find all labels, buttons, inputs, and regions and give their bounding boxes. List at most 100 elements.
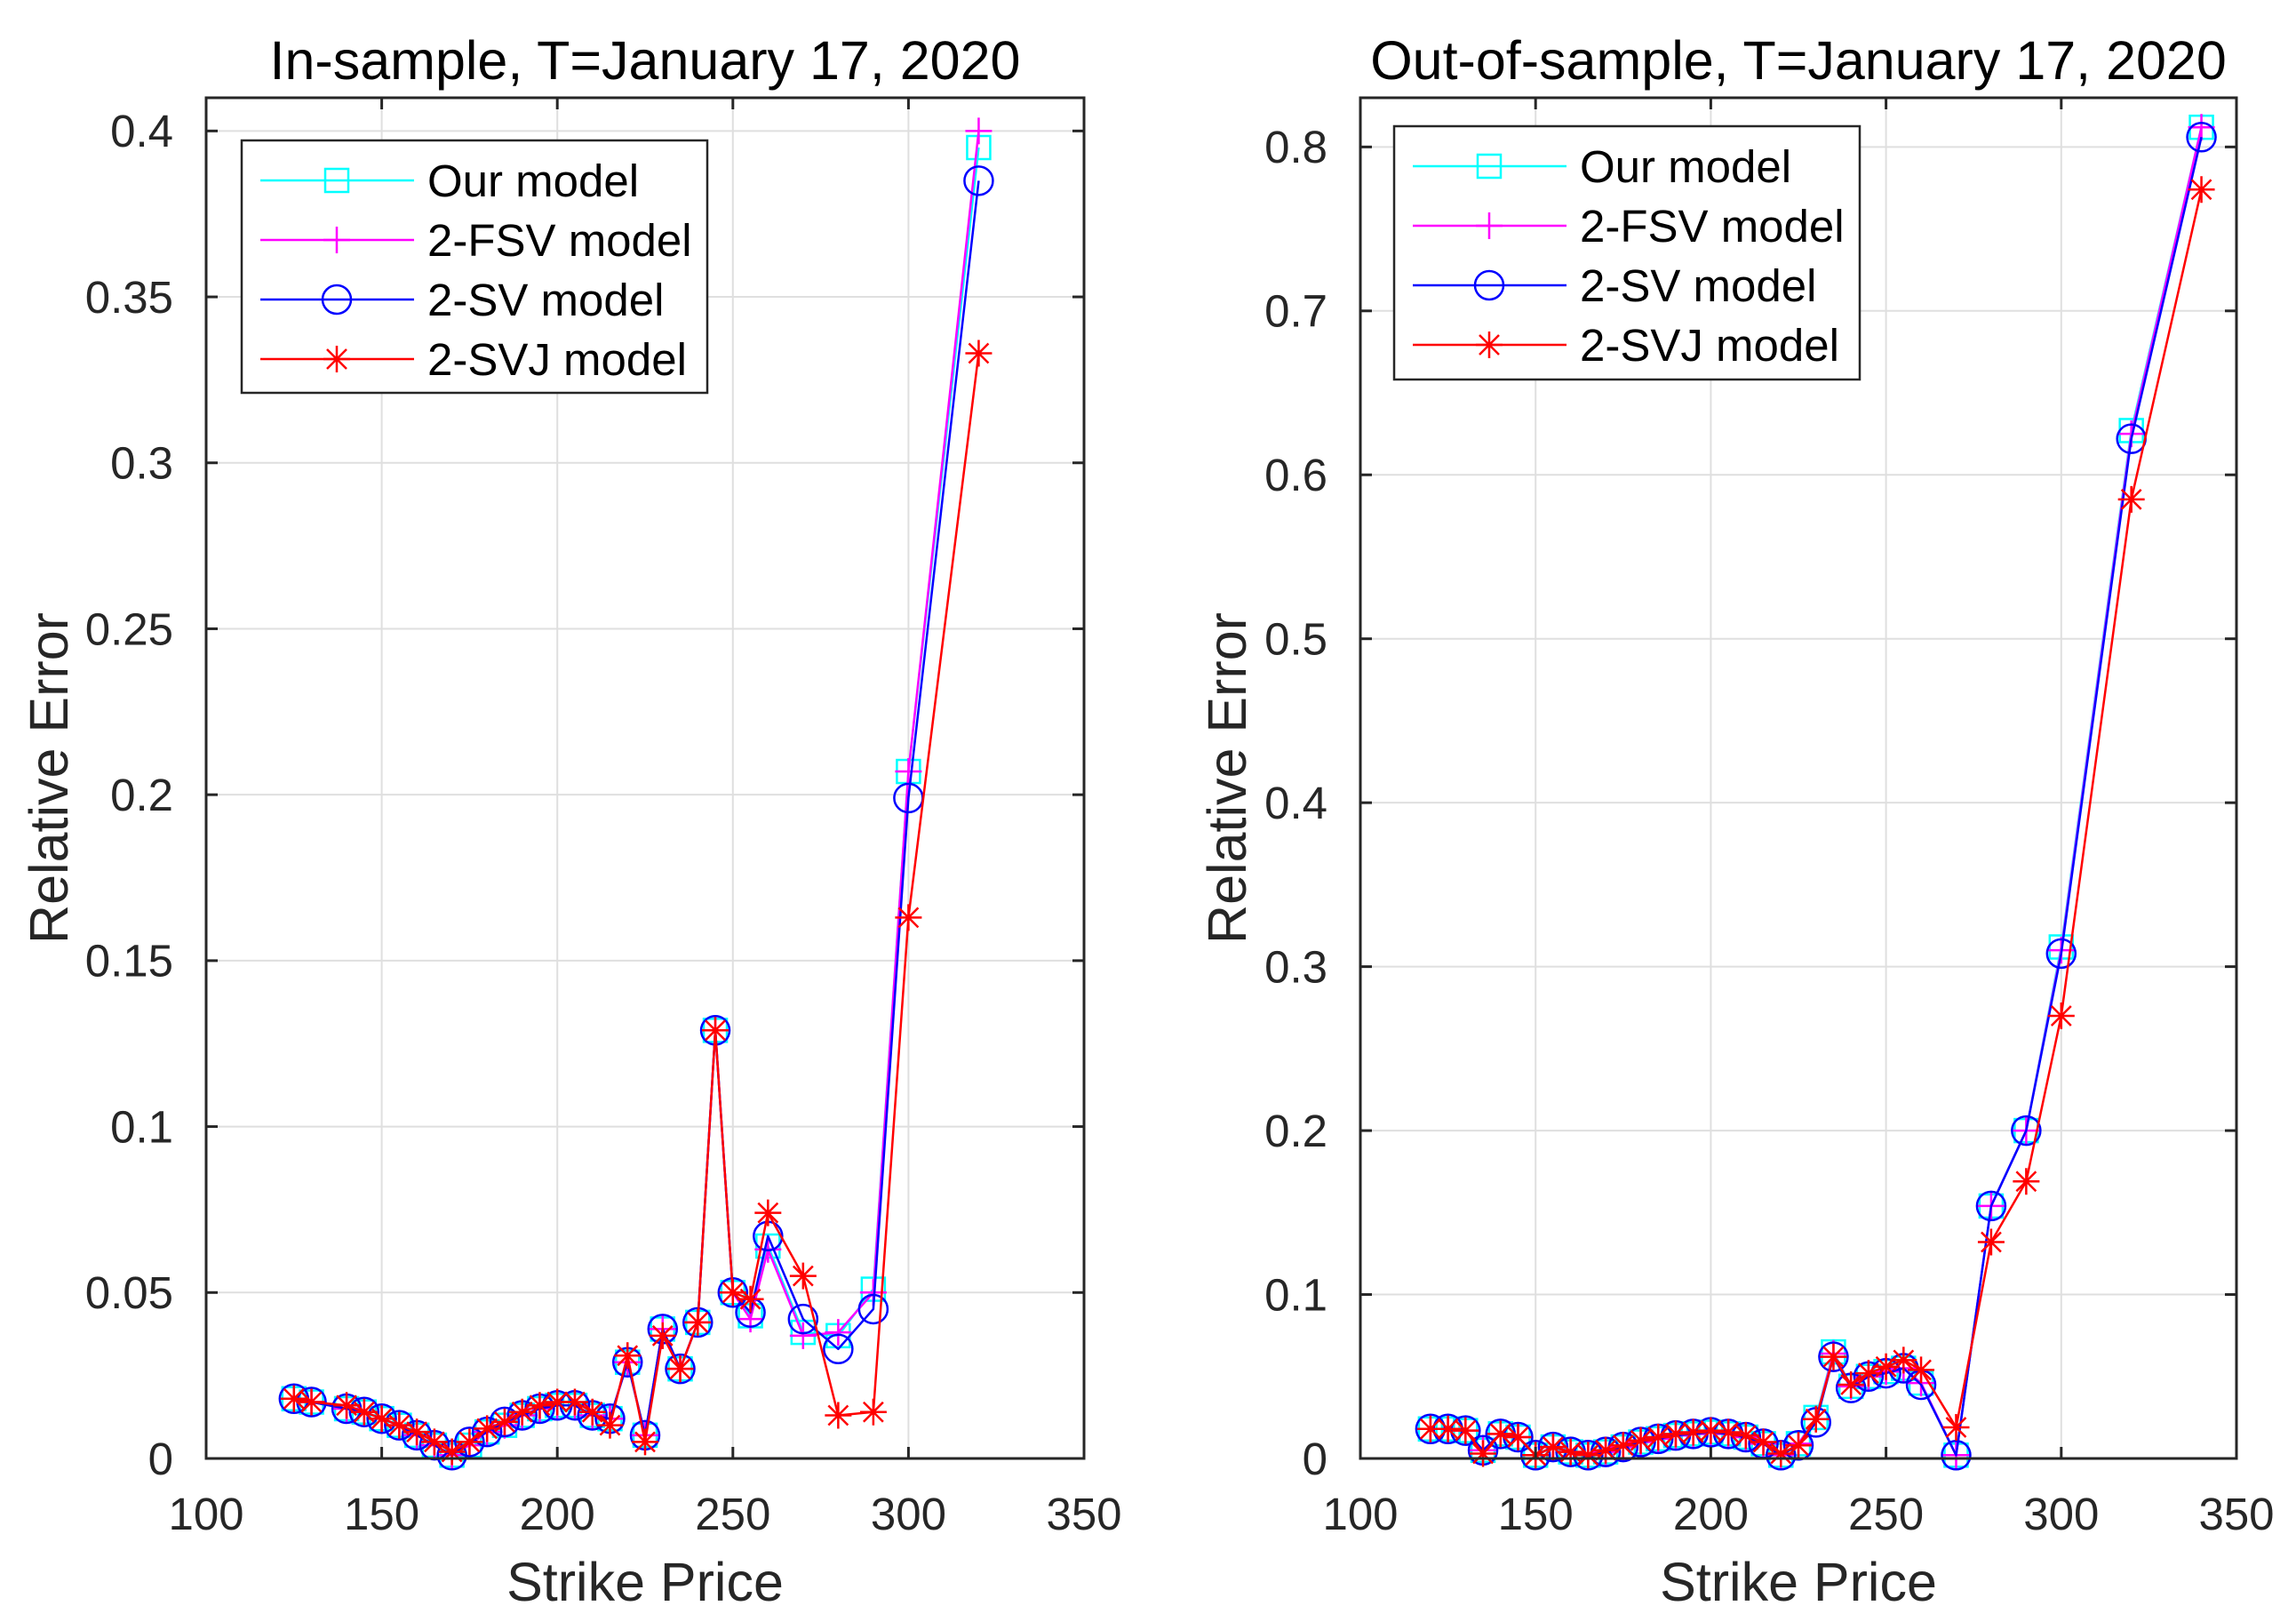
2-svj-model-point [1767,1440,1795,1467]
2-sv-model-point [1450,1415,1481,1446]
legend-label: 2-FSV model [1580,201,1845,252]
2-svj-model-point [1697,1417,1725,1444]
2-svj-model-point [1802,1405,1830,1433]
legend-marker-sample [1473,269,1505,301]
y-tick-label: 0.05 [85,1267,173,1318]
2-sv-model-point [857,1293,889,1325]
legend-marker-sample [323,346,350,372]
chart-left: 100 150 200 250 300 350 0 0.05 0.1 0.15 0.2 0.25 0.3… [19,30,1122,1612]
2-svj-model-point [1890,1346,1917,1374]
2-svj-model-point [420,1428,448,1456]
2-sv-model-point [787,1303,819,1335]
2-svj-model-point [1838,1370,1865,1398]
2-sv-model-point [1818,1341,1849,1372]
2-sv-model-point [366,1402,397,1434]
2-svj-model-point [1820,1343,1847,1370]
y-tick-label: 0.7 [1264,286,1327,337]
x-tick-label: 300 [871,1489,946,1539]
legend-entry-2-fsv-model: 2-FSV model [260,215,692,266]
2-svj-model-point [1539,1434,1567,1461]
y-tick-label: 0.1 [1264,1269,1327,1320]
x-tick-label: 100 [1322,1489,1398,1539]
y-tick-label: 0.8 [1264,122,1327,172]
x-tick-label: 350 [2198,1489,2274,1539]
y-tick-label: 0.15 [85,936,173,987]
2-svj-model-point [632,1428,658,1456]
series-2-svj-model [1416,176,2215,1469]
2-sv-model-point [823,1333,854,1365]
legend-label: 2-FSV model [427,215,692,266]
x-tick-label: 250 [695,1489,770,1539]
legend-marker-sample [323,167,350,194]
2-svj-model-point [2047,1002,2075,1029]
2-sv-model-point [2011,1115,2042,1147]
y-tick-label: 0 [1303,1434,1327,1484]
axes-box [1359,96,2238,1460]
x-tick-label: 100 [168,1489,243,1539]
legend-entry-2-svj-model: 2-SVJ model [260,334,687,385]
x-tick-label: 150 [1498,1489,1574,1539]
y-tick-label: 0.1 [110,1101,173,1152]
2-svj-model-point [474,1415,501,1442]
axes-box [204,96,1086,1460]
2-svj-model-point [1575,1442,1602,1469]
2-svj-model-point [1645,1424,1672,1451]
2-svj-model-point [333,1392,361,1419]
2-svj-model-point [1785,1432,1812,1459]
2-svj-model-point [614,1342,642,1370]
2-svj-model-point [825,1402,852,1429]
legend-label: 2-SVJ model [1580,320,1839,371]
y-tick-label: 0 [148,1434,173,1484]
2-svj-model-point [403,1418,431,1446]
chart-right: 100 150 200 250 300 350 0 0.1 0.2 0.3 0.4 0.5 0.6 0.7… [1197,30,2275,1612]
x-tick-label: 300 [2023,1489,2099,1539]
2-svj-model-point [702,1017,729,1044]
x-tick-label: 150 [344,1489,419,1539]
y-tick-label: 0.4 [1264,778,1327,828]
2-sv-model-point [454,1426,485,1458]
2-svj-model-point [1732,1422,1759,1450]
2-sv-model-point [1519,1440,1551,1471]
2-svj-model-point [350,1398,378,1426]
y-tick-label: 0.4 [110,106,173,156]
2-svj-model-point [719,1279,746,1306]
legend-entry-2-fsv-model: 2-FSV model [1413,201,1845,252]
y-tick-label: 0.35 [85,272,173,323]
legend-label: Our model [427,156,639,206]
x-axis-label: Strike Price [506,1552,784,1612]
2-fsv-model-point [965,117,993,145]
2-svj-model-point [965,340,993,367]
legend-label: Our model [1580,141,1791,192]
2-sv-model-point [1537,1431,1569,1463]
2-sv-model-point [2186,122,2217,153]
2-svj-model-point [544,1388,571,1416]
y-axis-label: Relative Error [19,612,79,944]
y-tick-label: 0.3 [1264,941,1327,992]
x-tick-label: 200 [1673,1489,1749,1539]
2-sv-model-point [384,1410,415,1441]
2-sv-model-point [665,1353,696,1385]
2-svj-model-point [1977,1228,2005,1256]
2-svj-model-point [754,1199,782,1226]
2-svj-model-point [1662,1420,1689,1448]
2-svj-model-point [895,904,922,931]
2-svj-model-point [1942,1413,1970,1441]
2-svj-model-point [2117,485,2145,513]
2-svj-model-point [649,1322,676,1349]
2-svj-model-point [368,1405,395,1433]
y-tick-label: 0.5 [1264,614,1327,665]
legend-marker-sample [1476,153,1503,180]
2-sv-model-point [1975,1190,2007,1222]
2-svj-model-point [298,1388,325,1416]
y-tick-label: 0.2 [1264,1106,1327,1156]
2-svj-model-point [561,1388,588,1416]
2-svj-model-point [737,1285,764,1313]
2-svj-model-point [578,1398,606,1426]
2-svj-model-point [1487,1420,1514,1448]
2-sv-model-point [2045,938,2077,970]
2-svj-model-point [859,1398,887,1426]
2-svj-model-point [596,1411,624,1439]
2-sv-model-point [963,165,994,196]
2-svj-model-point [456,1428,483,1456]
